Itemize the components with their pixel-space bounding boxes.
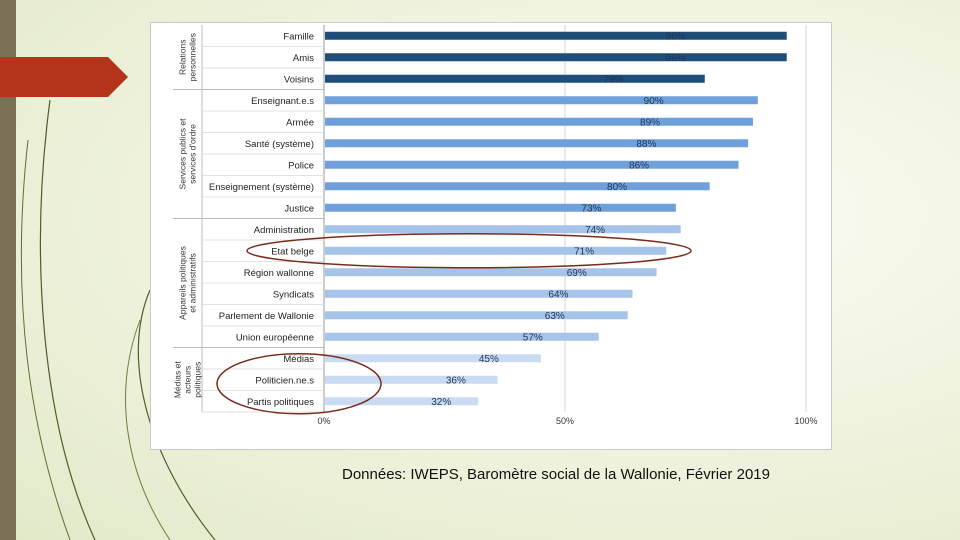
data-label: 45% bbox=[479, 354, 499, 365]
category-label: Parlement de Wallonie bbox=[219, 311, 314, 322]
category-label: Police bbox=[288, 160, 314, 171]
bar bbox=[325, 203, 676, 212]
data-label: 89% bbox=[640, 117, 660, 128]
bar bbox=[325, 74, 705, 83]
data-label: 64% bbox=[548, 289, 568, 300]
bar bbox=[325, 311, 628, 320]
highlight-ellipse bbox=[216, 353, 382, 415]
data-label: 73% bbox=[581, 203, 601, 214]
bar bbox=[325, 117, 753, 126]
category-label: Politicien.ne.s bbox=[255, 375, 314, 386]
category-label: Partis politiques bbox=[247, 397, 314, 408]
bar bbox=[325, 225, 681, 234]
bar bbox=[325, 268, 657, 277]
category-label: Etat belge bbox=[271, 246, 314, 257]
bar bbox=[325, 246, 667, 255]
data-label: 71% bbox=[574, 246, 594, 257]
data-label: 86% bbox=[629, 160, 649, 171]
left-decorative-strip bbox=[0, 0, 16, 540]
group-label: Médias etacteurspolitiques bbox=[173, 361, 203, 398]
highlight-ellipse bbox=[246, 233, 692, 269]
bar bbox=[325, 354, 541, 363]
category-label: Voisins bbox=[284, 74, 314, 85]
data-label: 96% bbox=[666, 53, 686, 64]
category-label: Famille bbox=[283, 31, 314, 42]
bar bbox=[325, 375, 498, 384]
bar bbox=[325, 332, 599, 341]
group-label: Services publics etservices d'ordre bbox=[178, 118, 198, 190]
data-label: 80% bbox=[607, 182, 627, 193]
category-label: Enseignant.e.s bbox=[251, 96, 314, 107]
chart-frame: 0% 50% 100% Relationspersonnelles Famille 96%… bbox=[150, 22, 832, 450]
bar bbox=[325, 160, 739, 169]
red-arrow-tab bbox=[0, 57, 128, 97]
bar bbox=[325, 96, 758, 105]
bar bbox=[325, 31, 787, 40]
data-label: 69% bbox=[567, 268, 587, 279]
category-label: Amis bbox=[293, 53, 314, 64]
group-label: Relationspersonnelles bbox=[178, 33, 198, 81]
bar bbox=[325, 289, 633, 298]
data-label: 90% bbox=[644, 96, 664, 107]
group-label: Appareils politiqueset administratifs bbox=[178, 246, 198, 320]
data-label: 63% bbox=[545, 311, 565, 322]
bar bbox=[325, 139, 749, 148]
category-label: Région wallonne bbox=[244, 268, 314, 279]
category-label: Enseignement (système) bbox=[209, 182, 314, 193]
category-label: Justice bbox=[284, 203, 314, 214]
x-tick-label: 100% bbox=[794, 416, 817, 426]
category-label: Médias bbox=[283, 354, 314, 365]
category-label: Santé (système) bbox=[245, 139, 314, 150]
bar bbox=[325, 53, 787, 62]
data-label: 96% bbox=[666, 31, 686, 42]
category-label: Union européenne bbox=[236, 332, 314, 343]
x-tick-label: 0% bbox=[317, 416, 330, 426]
data-label: 32% bbox=[431, 397, 451, 408]
category-label: Syndicats bbox=[273, 289, 314, 300]
category-label: Armée bbox=[286, 117, 314, 128]
data-label: 57% bbox=[523, 332, 543, 343]
data-label: 36% bbox=[446, 375, 466, 386]
bar bbox=[325, 182, 710, 191]
bar bbox=[325, 397, 479, 406]
data-label: 79% bbox=[603, 74, 623, 85]
bar-chart: 0% 50% 100% Relationspersonnelles Famille 96%… bbox=[173, 25, 818, 426]
data-label: 88% bbox=[636, 139, 656, 150]
category-label: Administration bbox=[254, 225, 314, 236]
data-label: 74% bbox=[585, 225, 605, 236]
x-tick-label: 50% bbox=[556, 416, 574, 426]
source-caption: Données: IWEPS, Baromètre social de la W… bbox=[342, 466, 770, 483]
